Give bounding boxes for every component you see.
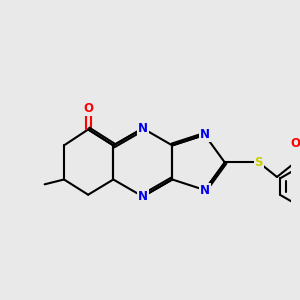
Text: N: N	[200, 184, 210, 196]
Text: S: S	[255, 156, 263, 169]
Text: O: O	[83, 102, 93, 116]
Text: O: O	[290, 136, 300, 150]
Text: N: N	[138, 122, 148, 135]
Text: N: N	[200, 128, 210, 141]
Text: N: N	[138, 190, 148, 203]
